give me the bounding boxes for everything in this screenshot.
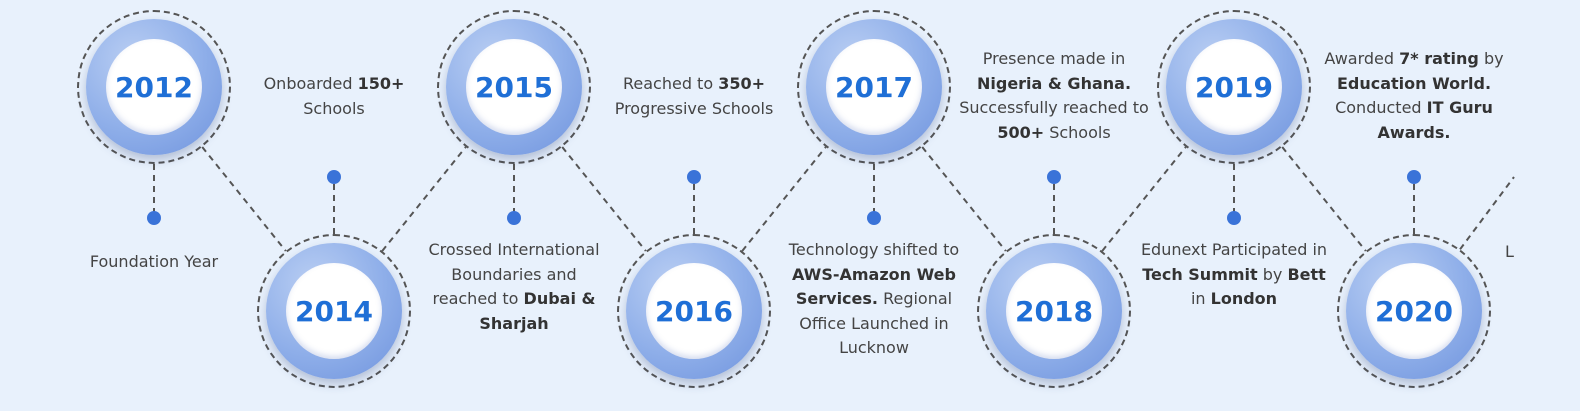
milestone-year: 2019 [1195,70,1273,104]
milestone-caption-2017: Technology shifted to AWS-Amazon Web Ser… [784,238,964,361]
milestone-year: 2015 [475,70,553,104]
milestone-dot [1047,170,1061,184]
caption-text: Successfully reached to [959,98,1149,117]
caption-text: Presence made in [982,49,1126,68]
milestone-caption-2014: Onboarded 150+ Schools [254,72,414,121]
milestone-ring: 2018 [986,243,1122,379]
milestone-stem [1053,184,1055,234]
caption-text: Conducted [1335,98,1427,117]
caption-highlight: Dubai & Sharjah [479,289,596,333]
caption-text: by [1478,49,1504,68]
caption-highlight: Nigeria & Ghana. [976,73,1132,93]
connector-line [921,146,1007,252]
milestone-dot [1407,170,1421,184]
milestone-core: 2015 [466,39,562,135]
caption-text: Onboarded [263,74,358,93]
milestone-ring: 2017 [806,19,942,155]
milestone-core: 2019 [1186,39,1282,135]
milestone-stem [513,164,515,214]
milestone-caption-2018: Presence made in Nigeria & Ghana. Succes… [954,47,1154,145]
caption-text: Reached to [622,74,719,93]
milestone-dot [507,211,521,225]
connector-line [1281,146,1367,252]
milestone-year: 2017 [835,70,913,104]
milestone-node-2015: 2015 [437,10,591,164]
caption-highlight: 350+ [718,74,766,93]
milestone-ring: 2020 [1346,243,1482,379]
caption-text: Regional Office Launched in Lucknow [799,289,953,357]
caption-text: Foundation Year [89,252,219,271]
caption-highlight: 500+ [997,122,1045,142]
connector-line [1459,176,1515,250]
milestone-core: 2014 [286,263,382,359]
milestone-ring: 2015 [446,19,582,155]
milestone-stem [693,184,695,234]
caption-highlight: Education World. [1336,73,1492,93]
milestone-dot [687,170,701,184]
milestone-node-2018: 2018 [977,234,1131,388]
milestone-dot [327,170,341,184]
milestone-caption-2012: Foundation Year [74,250,234,275]
milestone-node-2017: 2017 [797,10,951,164]
caption-text: Awarded [1324,49,1400,68]
milestone-year: 2020 [1375,294,1453,328]
connector-line [561,146,647,252]
connector-line [381,146,467,252]
milestone-ring: 2012 [86,19,222,155]
milestone-ring: 2016 [626,243,762,379]
connector-line [201,146,287,252]
milestone-node-2014: 2014 [257,234,411,388]
caption-text: Schools [1044,122,1111,142]
milestone-year: 2018 [1015,294,1093,328]
caption-highlight: 150+ [357,74,405,93]
milestone-stem [153,164,155,214]
caption-text: Technology shifted to [788,240,960,259]
caption-text: Schools [303,98,365,118]
milestone-dot [1227,211,1241,225]
milestone-caption-2019: Edunext Participated in Tech Summit by B… [1139,238,1329,312]
milestone-core: 2018 [1006,263,1102,359]
milestone-core: 2020 [1366,263,1462,359]
milestone-node-2016: 2016 [617,234,771,388]
milestone-node-2020: 2020 [1337,234,1491,388]
connector-line [741,146,827,252]
caption-text: in [1190,289,1211,308]
caption-highlight: AWS-Amazon Web Services. [792,264,956,309]
caption-text: Edunext Participated in [1140,240,1328,259]
milestone-core: 2012 [106,39,202,135]
milestone-caption-2015: Crossed International Boundaries and rea… [424,238,604,336]
milestone-node-2012: 2012 [77,10,231,164]
caption-highlight: 7* rating [1399,49,1479,68]
overflow-caption: L [1505,242,1514,261]
milestone-stem [333,184,335,234]
milestone-dot [147,211,161,225]
caption-text: Progressive Schools [614,98,774,118]
milestone-ring: 2019 [1166,19,1302,155]
milestone-year: 2014 [295,294,373,328]
milestone-caption-2020: Awarded 7* rating by Education World. Co… [1319,47,1509,145]
caption-highlight: London [1210,289,1278,308]
milestone-core: 2016 [646,263,742,359]
milestone-node-2019: 2019 [1157,10,1311,164]
milestone-year: 2012 [115,70,193,104]
caption-highlight: Tech Summit [1142,264,1258,284]
milestone-caption-2016: Reached to 350+ Progressive Schools [604,72,784,121]
milestone-core: 2017 [826,39,922,135]
connector-line [1101,146,1187,252]
milestone-dot [867,211,881,225]
milestone-ring: 2014 [266,243,402,379]
milestone-stem [1413,184,1415,234]
caption-text: Crossed International Boundaries and rea… [428,240,600,308]
caption-highlight: IT Guru Awards. [1377,98,1493,142]
milestone-year: 2016 [655,294,733,328]
milestone-stem [1233,164,1235,214]
caption-highlight: Bett [1287,264,1326,284]
milestone-stem [873,164,875,214]
caption-text: by [1257,264,1288,284]
